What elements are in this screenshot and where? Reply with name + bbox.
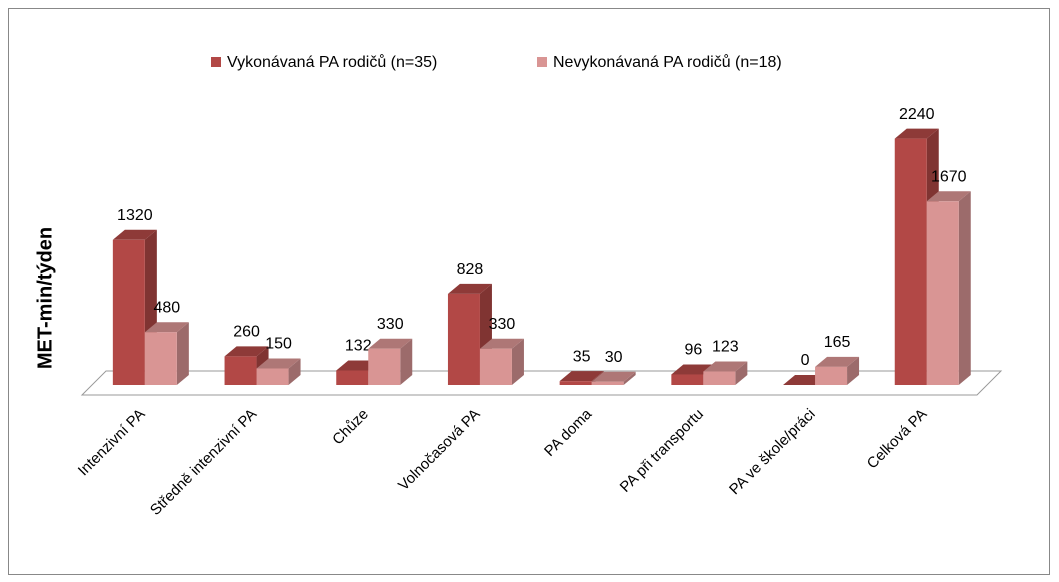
value-label: 165 <box>824 334 851 351</box>
bar-side <box>176 322 189 385</box>
bar-front <box>815 366 848 385</box>
bar-top <box>368 338 413 349</box>
bar-top <box>479 338 524 349</box>
value-label: 0 <box>801 352 810 369</box>
chart-frame <box>8 8 1050 575</box>
value-label: 35 <box>573 348 591 365</box>
bar-front <box>559 381 592 385</box>
bar-front <box>591 381 624 385</box>
bar-top <box>144 322 189 333</box>
value-label: 150 <box>265 336 292 353</box>
bar-top <box>926 191 971 202</box>
bar <box>144 322 189 385</box>
bar-front <box>703 371 736 385</box>
bar <box>368 338 413 385</box>
value-label: 2240 <box>899 106 935 123</box>
bar-front <box>368 348 401 385</box>
bar-top <box>559 371 604 382</box>
bar-top <box>894 128 939 139</box>
bar-front <box>112 239 145 385</box>
value-label: 30 <box>605 349 623 366</box>
value-label: 96 <box>684 342 702 359</box>
bar-front <box>671 374 704 385</box>
bar-side <box>847 356 860 385</box>
bar-top <box>447 283 492 294</box>
value-label: 330 <box>377 316 404 333</box>
legend-swatch <box>211 57 221 67</box>
value-label: 123 <box>712 339 739 356</box>
bar-front <box>479 348 512 385</box>
bar <box>479 338 524 385</box>
bar-top <box>591 371 636 382</box>
value-label: 132 <box>345 338 372 355</box>
y-axis-label: MET-min/týden <box>34 227 56 369</box>
bar-front <box>894 138 927 385</box>
bar-front <box>144 332 177 385</box>
legend-label: Vykonávaná PA rodičů (n=35) <box>227 53 437 71</box>
value-label: 828 <box>457 261 484 278</box>
bar <box>703 361 748 385</box>
value-label: 330 <box>489 316 516 333</box>
bar-top <box>224 346 269 357</box>
value-label: 260 <box>233 324 260 341</box>
bar <box>256 358 301 385</box>
value-label: 480 <box>153 299 180 316</box>
bar-side <box>288 358 301 385</box>
bar-front <box>224 356 257 385</box>
bar <box>591 371 636 385</box>
floor <box>80 370 1003 396</box>
bar-front <box>447 293 480 385</box>
bar-top <box>256 358 301 369</box>
bar-top <box>815 356 860 367</box>
bar-top <box>703 361 748 372</box>
bar-front <box>336 370 369 385</box>
bar-side <box>511 338 524 385</box>
bar-side <box>958 191 971 385</box>
value-label: 1670 <box>931 169 967 186</box>
legend-label: Nevykonávaná PA rodičů (n=18) <box>553 53 782 71</box>
bar-side <box>400 338 413 385</box>
bar-top <box>112 229 157 240</box>
legend-swatch <box>537 57 547 67</box>
bar-side <box>735 361 748 385</box>
value-label: 1320 <box>117 207 153 224</box>
bar-front <box>256 368 289 385</box>
bar-side <box>623 371 636 385</box>
bar-front <box>926 201 959 385</box>
bar <box>926 191 971 385</box>
bar <box>815 356 860 385</box>
